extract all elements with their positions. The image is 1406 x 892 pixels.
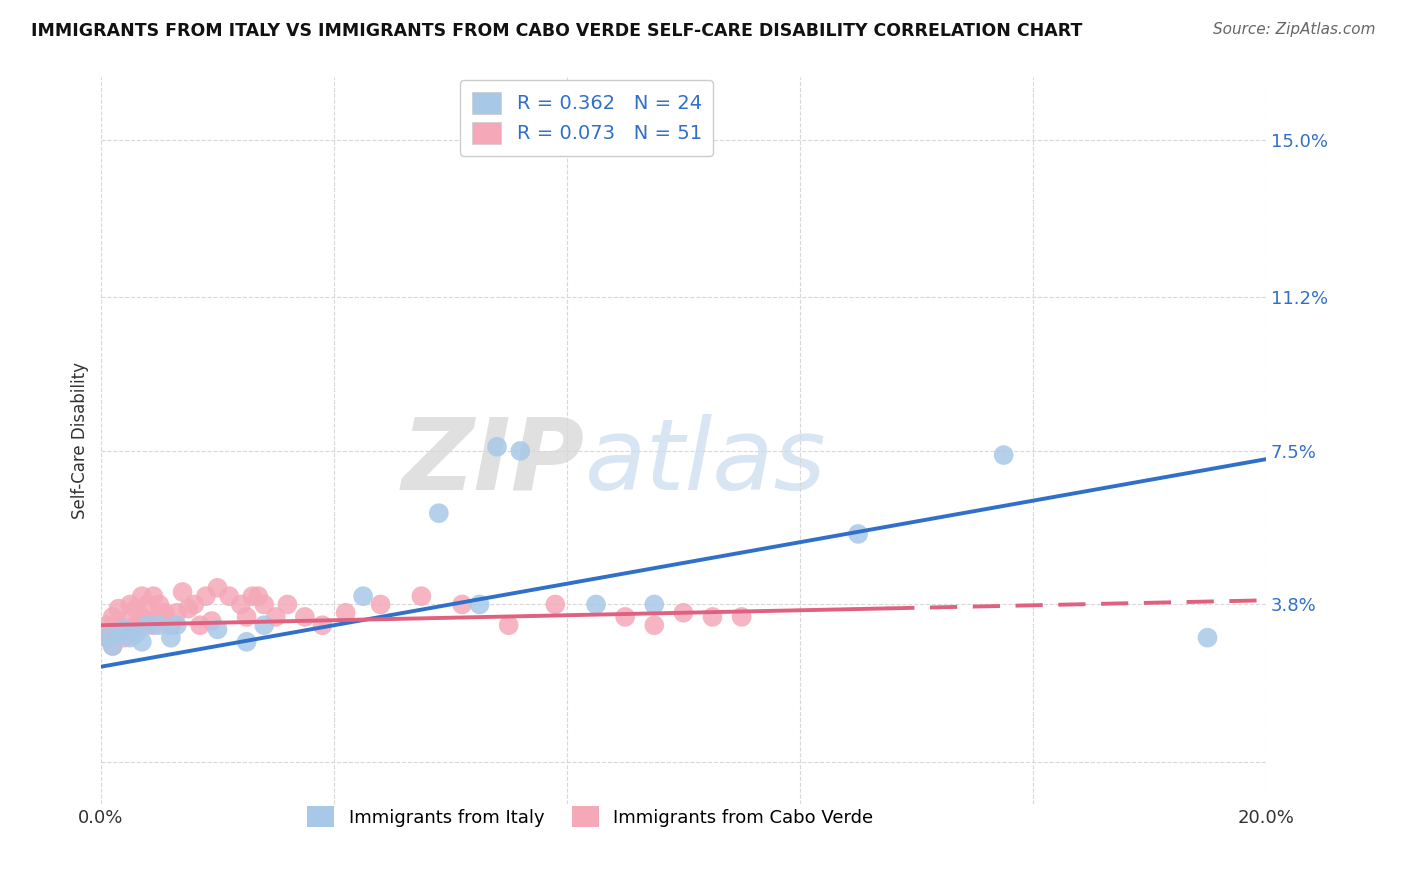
Point — [643, 598, 665, 612]
Point — [153, 606, 176, 620]
Point — [166, 606, 188, 620]
Point — [585, 598, 607, 612]
Point — [148, 598, 170, 612]
Point — [411, 589, 433, 603]
Point — [148, 618, 170, 632]
Point — [730, 610, 752, 624]
Point — [247, 589, 270, 603]
Point — [101, 610, 124, 624]
Point — [229, 598, 252, 612]
Point — [177, 601, 200, 615]
Point — [131, 635, 153, 649]
Point — [142, 618, 165, 632]
Legend: Immigrants from Italy, Immigrants from Cabo Verde: Immigrants from Italy, Immigrants from C… — [299, 799, 880, 835]
Point — [142, 589, 165, 603]
Point — [125, 601, 148, 615]
Point — [188, 618, 211, 632]
Point — [160, 618, 183, 632]
Text: IMMIGRANTS FROM ITALY VS IMMIGRANTS FROM CABO VERDE SELF-CARE DISABILITY CORRELA: IMMIGRANTS FROM ITALY VS IMMIGRANTS FROM… — [31, 22, 1083, 40]
Point — [160, 631, 183, 645]
Point — [101, 639, 124, 653]
Point — [311, 618, 333, 632]
Point — [846, 527, 869, 541]
Point — [96, 631, 118, 645]
Point — [451, 598, 474, 612]
Point — [276, 598, 298, 612]
Point — [107, 601, 129, 615]
Point — [702, 610, 724, 624]
Point — [242, 589, 264, 603]
Point — [101, 639, 124, 653]
Point — [614, 610, 637, 624]
Point — [201, 614, 224, 628]
Point — [172, 585, 194, 599]
Point — [235, 610, 257, 624]
Point — [370, 598, 392, 612]
Point — [131, 610, 153, 624]
Point — [131, 589, 153, 603]
Point — [1197, 631, 1219, 645]
Point — [166, 618, 188, 632]
Point — [294, 610, 316, 624]
Point — [352, 589, 374, 603]
Point — [136, 614, 159, 628]
Point — [253, 618, 276, 632]
Point — [125, 618, 148, 632]
Point — [148, 610, 170, 624]
Point — [120, 623, 142, 637]
Point — [468, 598, 491, 612]
Point — [544, 598, 567, 612]
Point — [643, 618, 665, 632]
Point — [335, 606, 357, 620]
Point — [112, 631, 135, 645]
Point — [235, 635, 257, 649]
Point — [107, 626, 129, 640]
Point — [136, 598, 159, 612]
Point — [207, 581, 229, 595]
Point — [264, 610, 287, 624]
Point — [218, 589, 240, 603]
Point — [96, 618, 118, 632]
Text: ZIP: ZIP — [401, 414, 585, 511]
Point — [136, 618, 159, 632]
Point — [498, 618, 520, 632]
Point — [112, 623, 135, 637]
Text: atlas: atlas — [585, 414, 825, 511]
Point — [672, 606, 695, 620]
Y-axis label: Self-Care Disability: Self-Care Disability — [72, 362, 89, 519]
Point — [509, 444, 531, 458]
Point — [183, 598, 205, 612]
Point — [120, 631, 142, 645]
Point — [120, 598, 142, 612]
Point — [107, 618, 129, 632]
Point — [427, 506, 450, 520]
Point — [207, 623, 229, 637]
Point — [96, 631, 118, 645]
Point — [112, 614, 135, 628]
Point — [486, 440, 509, 454]
Point — [194, 589, 217, 603]
Point — [993, 448, 1015, 462]
Text: Source: ZipAtlas.com: Source: ZipAtlas.com — [1212, 22, 1375, 37]
Point — [253, 598, 276, 612]
Point — [125, 626, 148, 640]
